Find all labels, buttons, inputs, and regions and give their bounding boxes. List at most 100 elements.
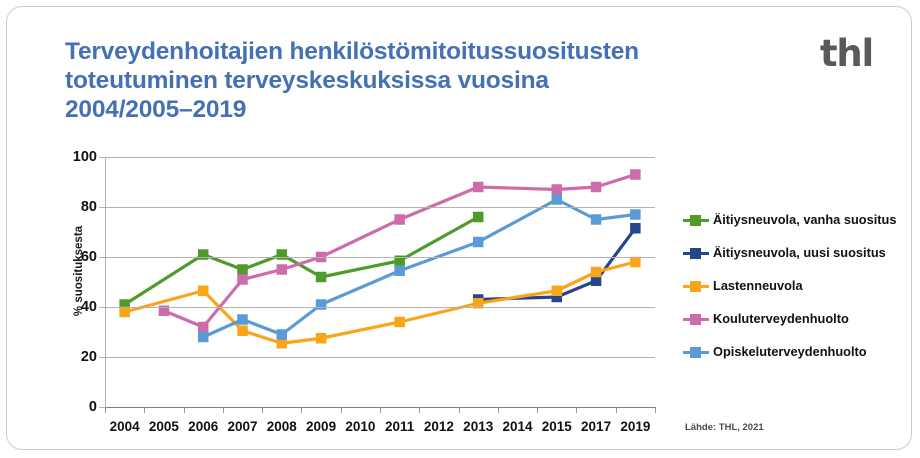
- data-point-marker: [630, 209, 641, 220]
- data-point-marker: [197, 321, 209, 333]
- series-line: [163, 172, 636, 329]
- data-point-marker: [119, 299, 130, 310]
- plot-canvas: 0 20 40 60 80 100 2004 2005 2006 2007 2008 2009 2010…: [73, 149, 656, 434]
- data-point-marker: [394, 255, 405, 266]
- legend-item-label: Äitiysneuvola, uusi suositus: [713, 245, 886, 260]
- data-point-marker: [394, 316, 405, 328]
- y-axis-tick-mark: [99, 157, 105, 158]
- x-axis-tick-label: 2007: [227, 419, 258, 434]
- y-axis-tick-label: 40: [80, 299, 97, 315]
- data-point-marker: [551, 285, 563, 296]
- thl-logo: thl: [819, 32, 874, 75]
- data-point-marker: [315, 299, 327, 310]
- data-point-marker: [197, 285, 209, 296]
- x-axis-tick-mark: [222, 407, 224, 413]
- y-axis-label: % suosituksesta: [73, 225, 85, 317]
- data-point-marker: [630, 169, 641, 180]
- data-point-marker: [276, 249, 288, 260]
- legend-item[interactable]: Lastenneuvola: [683, 269, 913, 302]
- x-axis-tick-mark: [458, 407, 460, 413]
- title-line-2: toteutuminen terveyskeskuksissa vuosina: [65, 67, 549, 94]
- page-title: Terveydenhoitajien henkilöstömitoitussuo…: [65, 37, 765, 124]
- y-axis-tick-mark: [99, 307, 105, 308]
- x-axis-tick-mark: [144, 407, 146, 413]
- data-point-marker: [237, 264, 248, 275]
- legend-swatch-icon: [683, 279, 709, 293]
- data-point-marker: [315, 271, 327, 283]
- data-point-marker: [394, 265, 405, 276]
- title-line-1: Terveydenhoitajien henkilöstömitoitussuo…: [65, 38, 639, 65]
- data-point-marker: [394, 214, 405, 225]
- legend-swatch-icon: [683, 246, 709, 260]
- gridline: [105, 257, 655, 258]
- x-axis-tick-mark: [105, 407, 106, 413]
- x-axis-tick-label: 2004: [109, 419, 140, 434]
- legend-swatch-icon: [683, 213, 709, 227]
- x-axis-tick-mark: [497, 407, 499, 413]
- y-axis-tick-mark: [99, 257, 105, 258]
- y-axis-tick-label: 20: [80, 349, 97, 365]
- data-point-marker: [551, 291, 563, 303]
- data-point-marker: [197, 249, 209, 260]
- x-axis-tick-mark: [655, 407, 656, 413]
- source-note: Lähde: THL, 2021: [685, 422, 764, 433]
- chart-legend: Äitiysneuvola, vanha suositus Äitiysneuvo…: [683, 203, 913, 368]
- x-axis-tick-mark: [340, 407, 342, 413]
- data-point-marker: [630, 256, 641, 268]
- x-axis-tick-label: 2017: [581, 419, 612, 434]
- data-point-marker: [590, 266, 602, 278]
- x-axis-tick-label: 2012: [423, 419, 454, 434]
- legend-item-label: Äitiysneuvola, vanha suositus: [713, 212, 897, 227]
- x-axis-tick-mark: [537, 407, 539, 413]
- y-axis-tick-label: 80: [80, 199, 97, 215]
- x-axis-tick-label: 2013: [463, 419, 494, 434]
- x-axis-tick-mark: [615, 407, 617, 413]
- y-axis-tick-mark: [99, 407, 105, 408]
- data-point-marker: [590, 181, 602, 193]
- legend-item-label: Kouluterveydenhuolto: [713, 311, 849, 326]
- x-axis-tick-label: 2009: [306, 419, 337, 434]
- legend-item[interactable]: Äitiysneuvola, uusi suositus: [683, 236, 913, 269]
- y-axis-tick-label: 0: [88, 399, 97, 415]
- x-axis-tick-mark: [301, 407, 303, 413]
- gridline: [105, 207, 655, 208]
- y-axis-tick-label: 60: [80, 249, 97, 265]
- x-axis-tick-label: 2011: [384, 419, 415, 434]
- legend-swatch-icon: [683, 312, 709, 326]
- title-line-3: 2004/2005–2019: [65, 96, 247, 123]
- plot-area: % suosituksesta 0 20 40 60 80 100 2004 2005 2006…: [35, 147, 675, 447]
- y-axis-tick-mark: [99, 357, 105, 358]
- data-point-marker: [315, 333, 327, 344]
- legend-item-label: Opiskeluterveydenhuolto: [713, 344, 867, 359]
- x-axis-tick-mark: [419, 407, 421, 413]
- data-point-marker: [472, 211, 484, 223]
- x-axis-tick-mark: [183, 407, 185, 413]
- data-point-marker: [276, 329, 288, 340]
- x-axis-tick-label: 2019: [620, 419, 651, 434]
- y-axis-tick-label: 100: [72, 149, 97, 165]
- x-axis-tick-mark: [576, 407, 578, 413]
- legend-item[interactable]: Kouluterveydenhuolto: [683, 302, 913, 335]
- legend-item[interactable]: Äitiysneuvola, vanha suositus: [683, 203, 913, 236]
- y-axis-tick-mark: [99, 207, 105, 208]
- data-point-marker: [472, 181, 484, 193]
- x-axis-tick-label: 2006: [188, 419, 219, 434]
- data-point-marker: [472, 298, 484, 309]
- x-axis-tick-mark: [380, 407, 381, 413]
- series-line: [124, 260, 636, 345]
- x-axis-tick-label: 2014: [502, 419, 533, 434]
- series-layer: [119, 169, 641, 349]
- data-point-marker: [276, 338, 288, 349]
- x-axis-tick-label: 2015: [541, 419, 572, 434]
- legend-item[interactable]: Opiskeluterveydenhuolto: [683, 335, 913, 368]
- chart-card: Terveydenhoitajien henkilöstömitoitussuo…: [6, 6, 912, 450]
- data-point-marker: [237, 325, 248, 336]
- gridline: [105, 157, 655, 158]
- gridline: [105, 307, 655, 308]
- x-axis-tick-label: 2008: [266, 419, 297, 434]
- x-axis-tick-mark: [262, 407, 264, 413]
- data-point-marker: [197, 331, 209, 343]
- legend-item-label: Lastenneuvola: [713, 278, 803, 293]
- x-axis-tick-label: 2005: [148, 419, 179, 434]
